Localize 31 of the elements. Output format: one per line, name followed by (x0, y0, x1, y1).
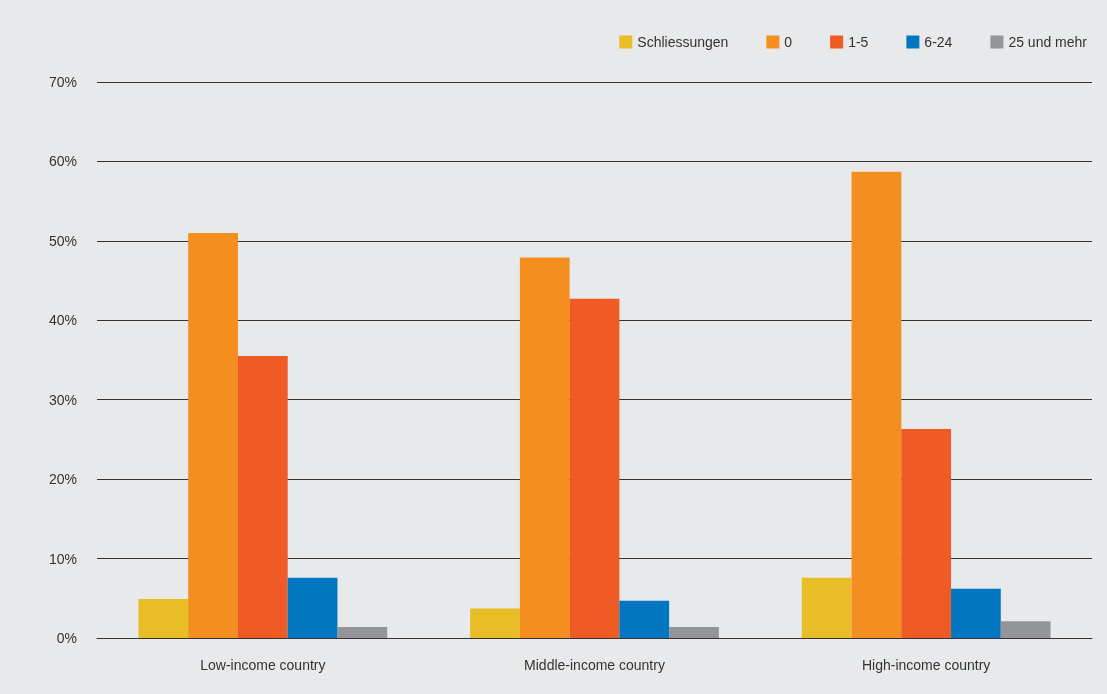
y-tick-label: 70% (48, 74, 77, 90)
y-tick-label: 60% (48, 153, 77, 170)
y-tick-label: 0% (56, 630, 77, 646)
bar (901, 429, 952, 638)
y-tick-label: 50% (48, 232, 77, 249)
legend-label: 6-24 (924, 34, 953, 50)
bar (519, 257, 570, 638)
y-tick-label: 20% (48, 471, 77, 488)
y-tick-label: 30% (48, 391, 77, 408)
y-tick-label: 40% (48, 312, 77, 329)
bar (951, 588, 1001, 638)
legend-label: Schliessungen (637, 34, 729, 50)
legend-label: 25 und mehr (1008, 34, 1088, 50)
bar (1000, 621, 1051, 638)
bar (669, 626, 719, 638)
bar (237, 356, 288, 638)
legend-label: 0 (784, 34, 793, 50)
bar (569, 298, 620, 638)
bar (851, 171, 902, 638)
bar (188, 232, 238, 638)
x-tick-label: Middle-income country (524, 657, 665, 673)
bar (470, 608, 520, 638)
bar (801, 577, 852, 638)
legend-label: 1-5 (848, 34, 869, 50)
y-tick-label: 10% (48, 550, 77, 567)
x-tick-label: Low-income country (200, 657, 326, 673)
bar (138, 599, 189, 638)
bar (287, 577, 338, 638)
bar (619, 600, 670, 638)
x-tick-label: High-income country (861, 657, 991, 673)
bar (337, 626, 388, 638)
